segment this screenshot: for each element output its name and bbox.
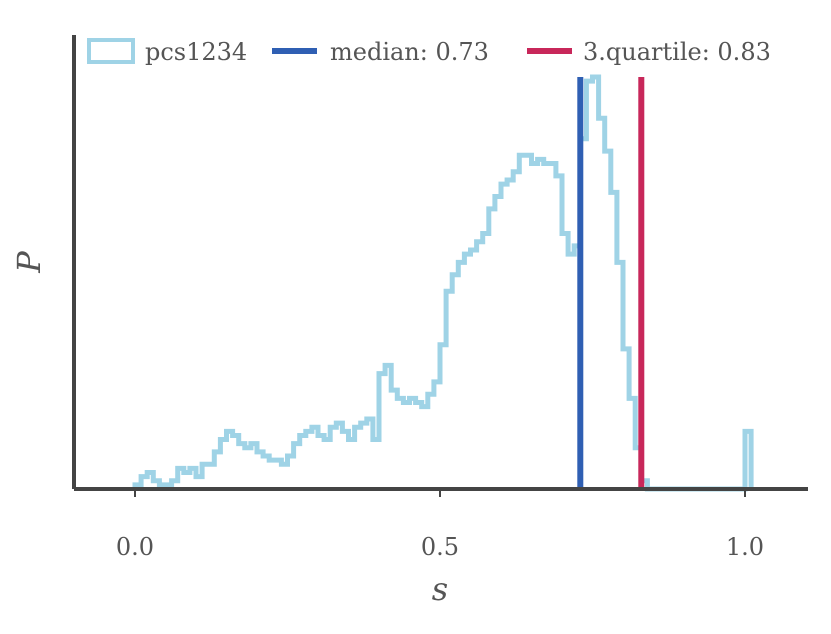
legend-label-quartile: 3.quartile: 0.83 [583, 38, 771, 66]
y-axis-label: P [10, 251, 48, 274]
legend: pcs1234 median: 0.73 3.quartile: 0.83 [87, 38, 771, 66]
legend-label-median: median: 0.73 [330, 38, 489, 66]
legend-swatch-histogram [87, 38, 135, 64]
plot-area [132, 74, 754, 492]
x-tick-label: 0.0 [116, 533, 154, 561]
legend-label-histogram: pcs1234 [145, 38, 247, 66]
histogram-step-series [132, 74, 754, 492]
x-tick-label: 1.0 [726, 533, 764, 561]
x-tick-label: 0.5 [421, 533, 459, 561]
x-ticks: 0.0 0.5 1.0 [116, 489, 764, 561]
x-axis-label: s [432, 570, 448, 608]
